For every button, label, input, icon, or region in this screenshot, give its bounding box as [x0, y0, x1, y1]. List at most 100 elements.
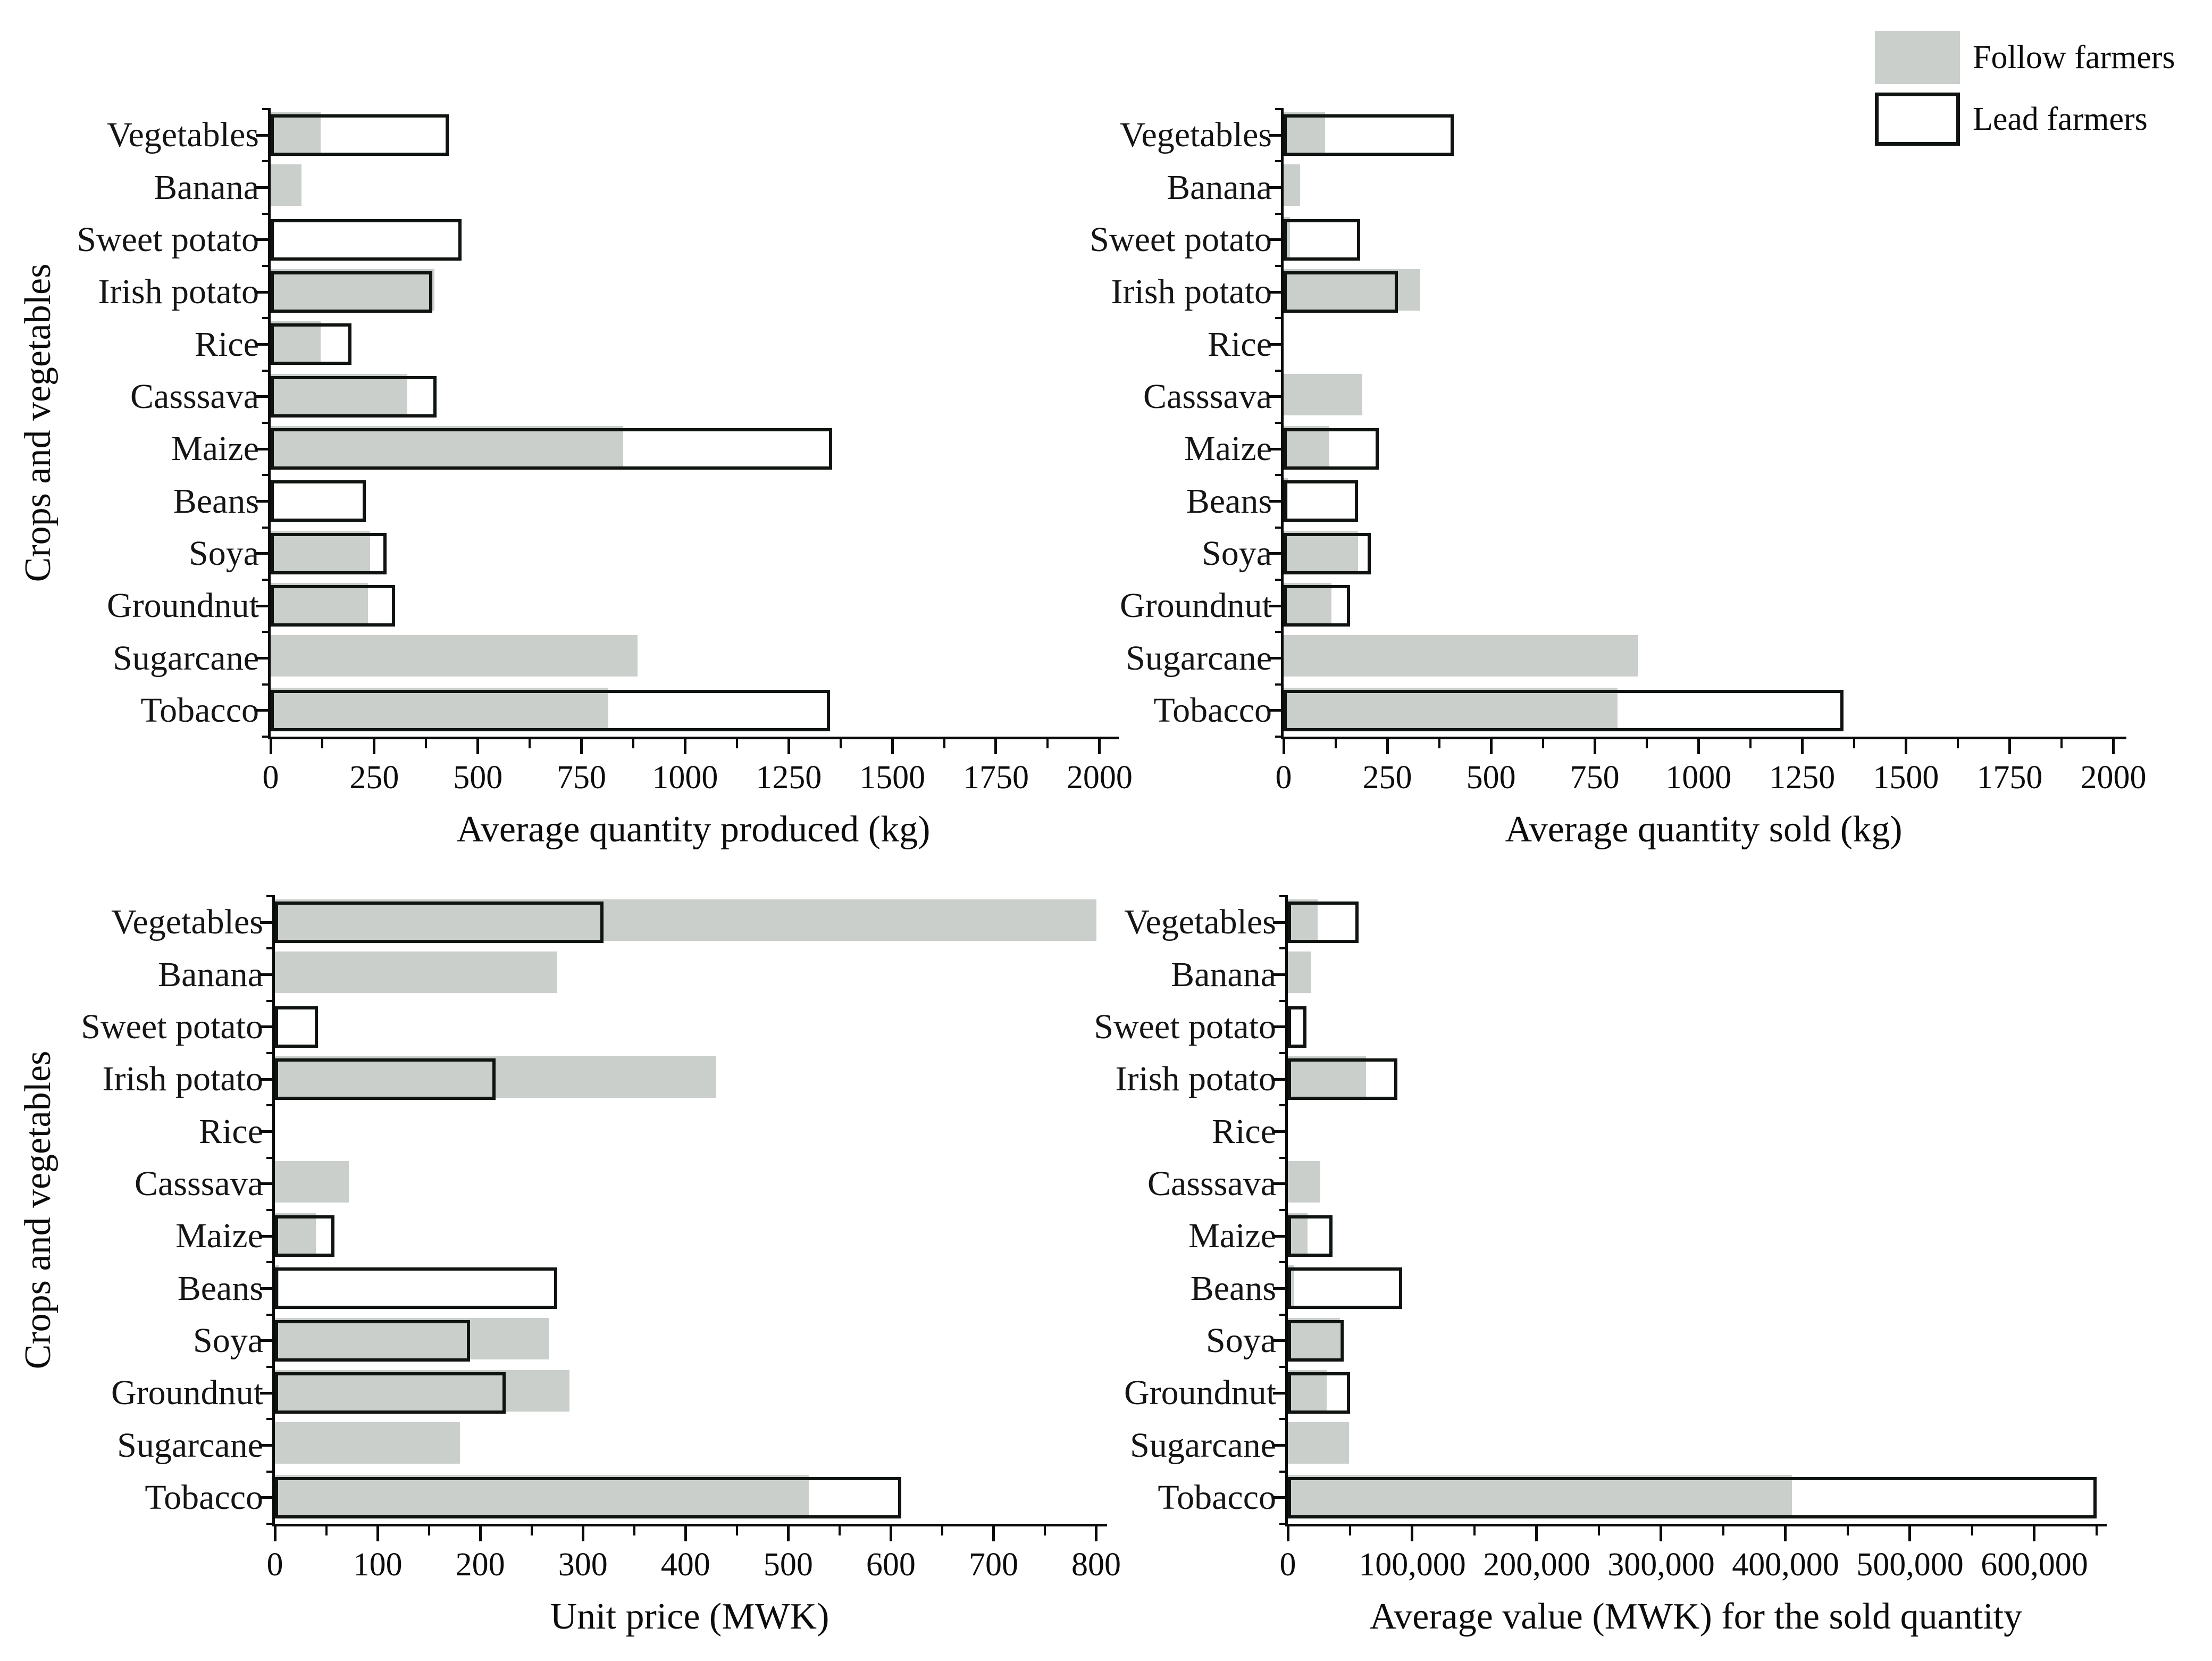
y-axis-major-tick [1273, 921, 1288, 924]
bar-follow [1288, 1474, 1792, 1516]
bar-follow [1284, 112, 1325, 154]
x-axis-title: Unit price (MWK) [550, 1596, 830, 1637]
bar-follow [271, 530, 370, 572]
bar-lead-fill [275, 1267, 557, 1309]
bar-follow [271, 583, 368, 624]
category-label: Groundnut [107, 586, 259, 625]
bar-lead-border [1284, 271, 1398, 313]
category-label: Tobacco [140, 690, 259, 730]
y-axis-minor-tick [1275, 474, 1284, 477]
x-axis-minor-tick [838, 1526, 841, 1535]
category-label: Vegetables [1124, 903, 1276, 942]
y-axis-minor-tick [1275, 265, 1284, 267]
y-axis-major-tick [256, 290, 271, 294]
bar-lead-border [275, 1476, 901, 1518]
y-axis-minor-tick [262, 369, 271, 372]
x-axis-minor-tick [325, 1526, 328, 1535]
x-tick-label: 400 [660, 1547, 710, 1583]
x-axis-major-tick [889, 1526, 892, 1541]
bar-follow [271, 269, 434, 311]
category-label: Vegetables [111, 903, 263, 942]
x-axis-major-tick [1784, 1526, 1787, 1541]
y-axis-major-tick [1269, 500, 1284, 503]
y-axis-major-tick [1273, 1182, 1288, 1186]
x-axis-minor-tick [1853, 739, 1855, 748]
x-axis-minor-tick [1473, 1526, 1476, 1535]
y-axis-minor-tick [266, 1156, 275, 1159]
x-axis-minor-tick [530, 1526, 533, 1535]
category-label: Vegetables [107, 115, 259, 155]
x-axis-minor-tick [529, 739, 531, 748]
x-tick-label: 500 [763, 1547, 813, 1583]
legend-label-follow: Follow farmers [1973, 39, 2175, 76]
legend: Follow farmers Lead farmers [1866, 27, 2207, 149]
category-label: Irish potato [98, 272, 259, 312]
y-axis-line [272, 896, 275, 1526]
x-axis-major-tick [787, 739, 790, 754]
y-axis-minor-tick [262, 474, 271, 477]
bar-lead-fill [1284, 219, 1360, 261]
bar-lead-border [275, 1058, 496, 1100]
category-label: Banana [154, 168, 259, 207]
category-label: Groundnut [111, 1373, 263, 1413]
x-tick-label: 0 [1275, 759, 1292, 796]
x-axis-line [268, 737, 1119, 739]
y-axis-major-tick [260, 1496, 275, 1499]
y-axis-minor-tick [266, 1104, 275, 1107]
category-label: Casssava [1147, 1164, 1276, 1203]
x-axis-minor-tick [941, 1526, 943, 1535]
x-axis-minor-tick [2095, 1526, 2098, 1535]
legend-label-lead: Lead farmers [1973, 101, 2148, 137]
x-axis-minor-tick [1722, 1526, 1724, 1535]
category-label: Vegetables [1120, 115, 1272, 155]
bar-follow [271, 321, 321, 363]
y-axis-major-tick [256, 343, 271, 346]
bar-lead-border [271, 271, 432, 313]
y-axis-minor-tick [266, 1366, 275, 1368]
y-axis-line [1285, 896, 1288, 1526]
y-axis-minor-tick [266, 947, 275, 950]
y-axis-minor-tick [262, 526, 271, 529]
bar-follow [1284, 164, 1300, 206]
x-axis-major-tick [476, 739, 480, 754]
x-axis-major-tick [2033, 1526, 2036, 1541]
category-label: Rice [1208, 324, 1272, 364]
category-label: Soya [1206, 1321, 1276, 1360]
x-axis-major-tick [786, 1526, 790, 1541]
x-axis-minor-tick [839, 739, 842, 748]
bar-lead-border [275, 1372, 506, 1414]
bar-follow [275, 1370, 569, 1412]
x-tick-label: 200 [455, 1547, 505, 1583]
bar-follow [271, 687, 608, 729]
y-axis-minor-tick [266, 1523, 275, 1525]
y-axis-minor-tick [1279, 1313, 1288, 1316]
x-axis-title: Average quantity sold (kg) [1505, 809, 1903, 850]
x-axis-major-tick [1282, 739, 1285, 754]
y-axis-major-tick [1269, 447, 1284, 450]
x-axis-major-tick [1489, 739, 1493, 754]
x-axis-major-tick [1286, 1526, 1289, 1541]
y-axis-major-tick [260, 1182, 275, 1186]
y-axis-minor-tick [1275, 526, 1284, 529]
y-axis-major-tick [256, 657, 271, 660]
category-label: Casssava [130, 377, 259, 416]
bar-follow [1284, 530, 1358, 572]
y-axis-minor-tick [262, 317, 271, 320]
bar-lead-border [1288, 1372, 1350, 1414]
y-axis-major-tick [1269, 604, 1284, 607]
bar-lead-border [1288, 1058, 1397, 1100]
y-axis-minor-tick [1279, 999, 1288, 1002]
y-axis-major-tick [256, 186, 271, 189]
bar-lead-border [271, 585, 395, 627]
bar-follow [1288, 1317, 1340, 1359]
y-axis-minor-tick [1275, 422, 1284, 424]
y-axis-major-tick [256, 500, 271, 503]
x-tick-label: 0 [262, 759, 279, 796]
category-label: Sweet potato [77, 220, 259, 259]
category-label: Tobacco [1158, 1478, 1276, 1517]
bar-follow [275, 951, 557, 994]
y-axis-major-tick [1273, 1444, 1288, 1447]
x-tick-label: 1750 [1976, 759, 2043, 796]
category-label: Rice [1212, 1112, 1276, 1151]
x-axis-title: Average value (MWK) for the sold quantit… [1369, 1596, 2023, 1637]
